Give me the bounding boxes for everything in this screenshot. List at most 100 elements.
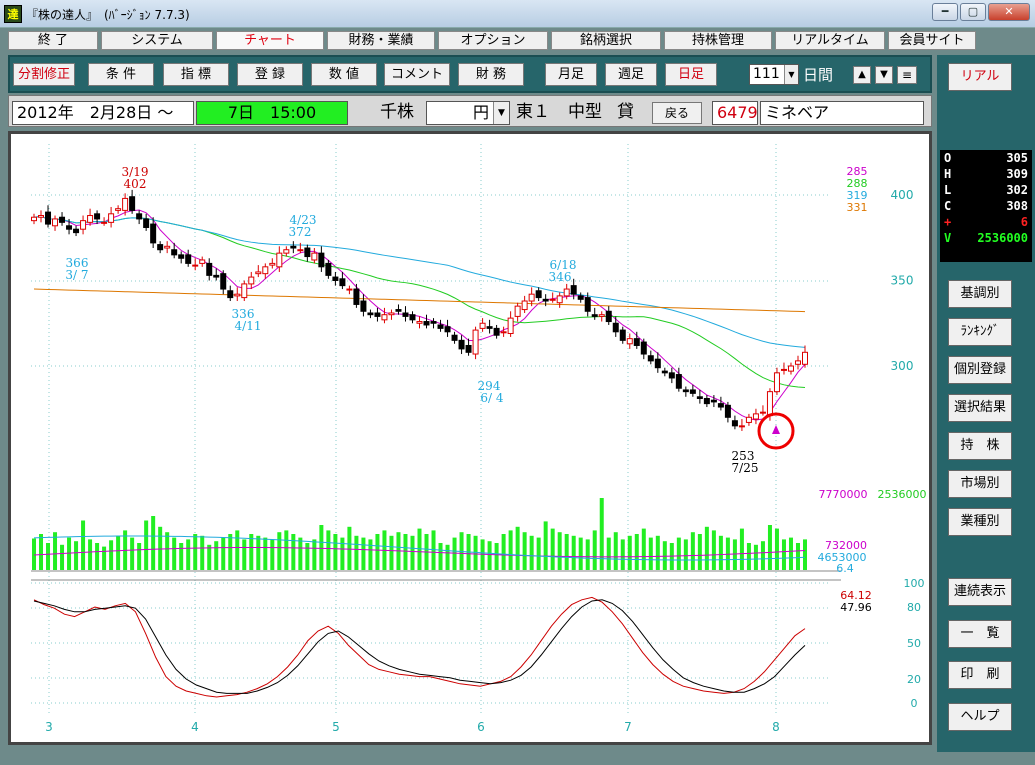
volume-bar	[333, 534, 338, 570]
month-label: 6	[477, 720, 485, 734]
candle-body	[430, 321, 437, 324]
scroll-down-button[interactable]: ▼	[875, 66, 893, 84]
volume-bar	[746, 543, 751, 570]
candle-body	[619, 329, 626, 341]
volume-ma-label: 732000	[825, 539, 867, 552]
menu-finance[interactable]: 財務・業績	[327, 31, 435, 50]
price-annotation: 253	[732, 449, 755, 463]
scroll-up-button[interactable]: ▲	[853, 66, 871, 84]
oscillator-k-line	[33, 596, 806, 698]
day-count-select[interactable]: 111 ▼	[749, 64, 799, 85]
chevron-down-icon: ▼	[493, 102, 509, 124]
menu-member-site[interactable]: 会員サイト	[888, 31, 976, 50]
candle-body	[752, 413, 759, 420]
individual-register-button[interactable]: 個別登録	[948, 356, 1012, 384]
candle-body	[178, 254, 185, 259]
candle-body	[115, 208, 122, 211]
volume-bar	[249, 534, 254, 570]
candle-body	[451, 334, 458, 341]
trend-button[interactable]: 基調別	[948, 280, 1012, 308]
volume-bar	[795, 543, 800, 570]
volume-bar	[263, 537, 268, 570]
volume-bar	[256, 535, 261, 570]
osc-tick-label: 0	[911, 697, 918, 710]
maximize-button[interactable]: ▢	[960, 3, 986, 21]
candle-body	[255, 271, 262, 275]
print-button[interactable]: 印 刷	[948, 661, 1012, 689]
continuous-display-button[interactable]: 連続表示	[948, 578, 1012, 606]
price-annotation: 6/ 4	[480, 391, 503, 405]
back-button[interactable]: 戻る	[652, 102, 702, 124]
candle-body	[290, 245, 297, 249]
candle-body	[234, 293, 241, 297]
weekly-button[interactable]: 週足	[605, 63, 657, 86]
candle-body	[360, 300, 367, 312]
ma-mid-line	[33, 215, 806, 389]
holdings-button[interactable]: 持 株	[948, 432, 1012, 460]
volume-bar	[515, 526, 520, 570]
selection-result-button[interactable]: 選択結果	[948, 394, 1012, 422]
list-button[interactable]: 一 覧	[948, 620, 1012, 648]
comment-button[interactable]: コメント	[384, 63, 450, 86]
volume-bar	[214, 541, 219, 570]
volume-ratio-label: 6.4	[836, 562, 854, 575]
realtime-button[interactable]: リアル	[948, 63, 1012, 91]
currency-select[interactable]: 円 ▼	[426, 101, 510, 125]
volume-bar	[46, 543, 51, 570]
candle-body	[38, 215, 45, 218]
volume-bar	[592, 530, 597, 570]
indicator-button[interactable]: 指 標	[163, 63, 229, 86]
candle-body	[304, 247, 311, 258]
volume-bar	[305, 543, 310, 570]
volume-bar	[550, 528, 555, 570]
candle-body	[437, 324, 444, 329]
menu-realtime[interactable]: リアルタイム	[775, 31, 885, 50]
daily-button[interactable]: 日足	[665, 63, 717, 86]
candle-body	[52, 218, 59, 227]
volume-bar	[95, 543, 100, 570]
candle-body	[171, 249, 178, 256]
help-button[interactable]: ヘルプ	[948, 703, 1012, 731]
volume-bar	[193, 534, 198, 570]
volume-bar	[732, 539, 737, 570]
candle-body	[759, 411, 766, 414]
candle-body	[283, 249, 290, 254]
condition-button[interactable]: 条 件	[88, 63, 154, 86]
split-adjust-button[interactable]: 分割修正	[13, 63, 75, 86]
volume-bar	[536, 537, 541, 570]
market-button[interactable]: 市場別	[948, 470, 1012, 498]
volume-bar	[697, 534, 702, 570]
candle-body	[731, 420, 738, 427]
volume-ma-long	[33, 535, 806, 561]
volume-bar	[284, 530, 289, 570]
register-button[interactable]: 登 録	[237, 63, 303, 86]
osc-value-label: 64.12	[840, 589, 872, 602]
candle-body	[269, 262, 276, 266]
menu-chart[interactable]: チャート	[216, 31, 324, 50]
volume-bar	[760, 541, 765, 570]
list-menu-button[interactable]: ≡	[897, 66, 917, 84]
volume-bar	[487, 541, 492, 570]
menu-exit[interactable]: 終 了	[8, 31, 98, 50]
industry-button[interactable]: 業種別	[948, 508, 1012, 536]
volume-bar	[228, 534, 233, 570]
minimize-button[interactable]: ━	[932, 3, 958, 21]
monthly-button[interactable]: 月足	[545, 63, 597, 86]
candle-body	[143, 218, 150, 228]
menu-stock-select[interactable]: 銘柄選択	[551, 31, 661, 50]
candle-body	[479, 322, 486, 329]
month-label: 4	[191, 720, 199, 734]
close-button[interactable]: ✕	[988, 3, 1030, 21]
financial-button[interactable]: 財 務	[458, 63, 524, 86]
menu-option[interactable]: オプション	[438, 31, 548, 50]
ranking-button[interactable]: ﾗﾝｷﾝｸﾞ	[948, 318, 1012, 346]
candle-body	[647, 355, 654, 362]
volume-bar	[312, 539, 317, 570]
candle-body	[724, 404, 731, 418]
candle-body	[465, 344, 472, 353]
numeric-button[interactable]: 数 値	[311, 63, 377, 86]
menu-system[interactable]: システム	[101, 31, 213, 50]
volume-value: 2536000	[977, 231, 1028, 245]
menu-holdings[interactable]: 持株管理	[664, 31, 772, 50]
